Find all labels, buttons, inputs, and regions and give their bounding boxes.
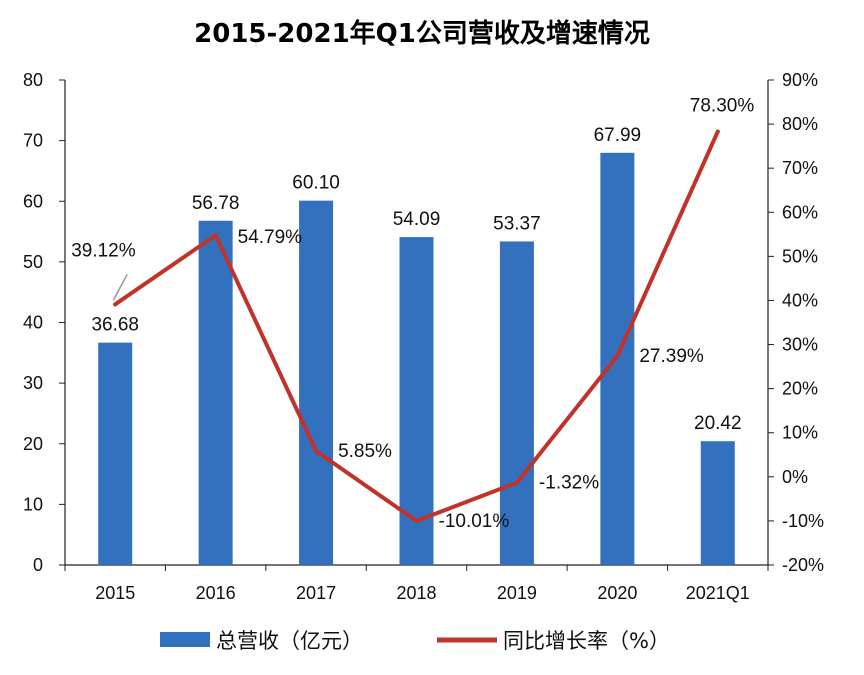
bar-2017 — [299, 200, 334, 566]
line-value-label: 54.79% — [238, 227, 303, 248]
bar-value-label: 67.99 — [594, 125, 642, 146]
growth-point-2020 — [615, 354, 620, 359]
label-leader-line — [112, 273, 128, 301]
growth-point-2021Q1 — [715, 129, 720, 134]
bar-value-label: 53.37 — [493, 213, 541, 234]
bar-2021Q1 — [700, 441, 735, 565]
right-tick-label: 20% — [782, 379, 818, 399]
right-tick-label: 70% — [782, 158, 818, 178]
bar-series — [98, 152, 735, 566]
left-tick-label: 60 — [23, 191, 43, 211]
right-tick-label: 40% — [782, 290, 818, 310]
left-tick-label: 40 — [23, 313, 43, 333]
x-tick-label: 2017 — [296, 583, 336, 603]
bar-value-label: 20.42 — [694, 413, 742, 434]
legend: 总营收（亿元） 同比增长率（%） — [160, 629, 670, 653]
growth-point-2017 — [314, 449, 319, 454]
right-tick-label: 10% — [782, 423, 818, 443]
line-value-label: 5.85% — [338, 441, 392, 462]
growth-point-2018 — [414, 518, 419, 523]
left-tick-label: 70 — [23, 131, 43, 151]
x-tick-label: 2018 — [396, 583, 436, 603]
line-value-label: 39.12% — [71, 240, 136, 261]
left-tick-label: 50 — [23, 252, 43, 272]
right-tick-label: 30% — [782, 335, 818, 355]
axes: 0 10 20 30 40 50 60 70 80 -20% -10% 0% 10% 20% 30% 40% 5… — [23, 70, 824, 603]
right-tick-label: -20% — [782, 555, 824, 575]
left-tick-label: 0 — [33, 555, 43, 575]
bar-value-label: 60.10 — [292, 173, 340, 194]
x-tick-label: 2015 — [95, 583, 135, 603]
line-value-label: 27.39% — [639, 346, 704, 367]
x-tick-label: 2021Q1 — [686, 583, 750, 603]
right-tick-label: 60% — [782, 202, 818, 222]
bar-2016 — [198, 220, 233, 566]
right-tick-label: 0% — [782, 467, 808, 487]
left-tick-label: 80 — [23, 70, 43, 90]
left-tick-label: 10 — [23, 494, 43, 514]
right-tick-label: -10% — [782, 511, 824, 531]
legend-bar-swatch — [160, 632, 210, 647]
right-tick-label: 50% — [782, 246, 818, 266]
line-value-label: -1.32% — [539, 473, 599, 494]
bar-2018 — [399, 237, 434, 565]
bar-value-label: 56.78 — [192, 193, 240, 214]
line-series — [113, 129, 720, 523]
data-labels: 36.68 56.78 60.10 54.09 53.37 67.99 20.42 39.12… — [71, 96, 754, 532]
x-tick-label: 2020 — [597, 583, 637, 603]
chart-title: 2015-2021年Q1公司营收及增速情况 — [194, 18, 650, 49]
bar-2015 — [98, 342, 133, 565]
x-tick-label: 2019 — [497, 583, 537, 603]
bar-value-label: 54.09 — [393, 209, 441, 230]
right-tick-label: 80% — [782, 114, 818, 134]
growth-point-2015 — [113, 302, 118, 307]
growth-point-2019 — [514, 480, 519, 485]
left-tick-label: 30 — [23, 373, 43, 393]
line-value-label: -10.01% — [439, 511, 510, 532]
legend-line-label: 同比增长率（%） — [503, 629, 670, 653]
legend-bar-label: 总营收（亿元） — [216, 629, 363, 653]
bar-value-label: 36.68 — [91, 315, 139, 336]
growth-point-2016 — [213, 233, 218, 238]
line-value-label: 78.30% — [690, 96, 755, 117]
left-tick-label: 20 — [23, 434, 43, 454]
right-tick-label: 90% — [782, 70, 818, 90]
x-tick-label: 2016 — [196, 583, 236, 603]
bar-2019 — [499, 241, 534, 565]
